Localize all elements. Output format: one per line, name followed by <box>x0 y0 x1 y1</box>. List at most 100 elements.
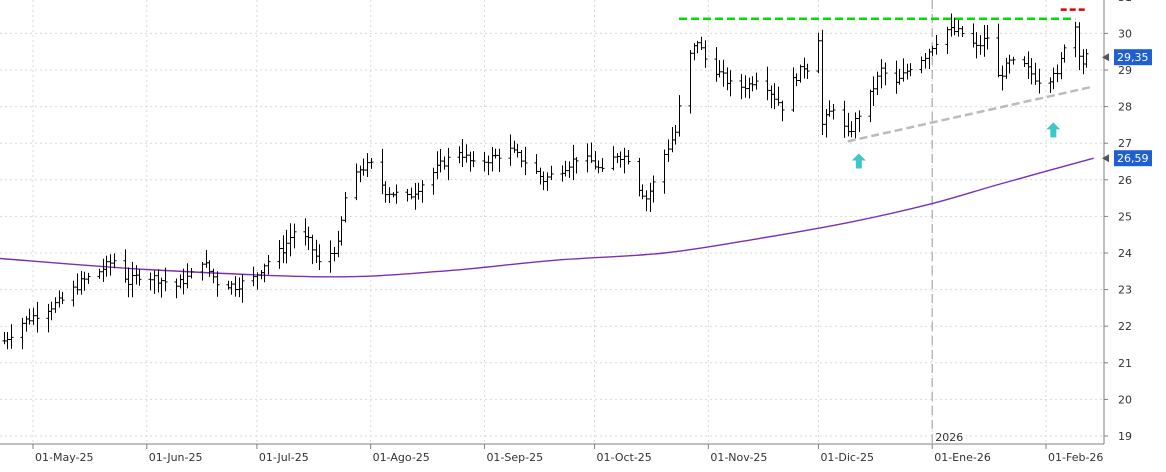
annotations <box>678 8 1094 169</box>
ohlc-bar <box>277 239 282 269</box>
ohlc-bar <box>699 36 704 51</box>
ohlc-bar <box>791 67 796 112</box>
ohlc-bar <box>897 68 902 85</box>
ohlc-bar <box>310 234 315 265</box>
ohlc-bar <box>416 182 421 200</box>
ohlc-bar <box>1026 51 1031 79</box>
ohlc-bar <box>739 74 744 100</box>
ohlc-bar <box>71 280 76 307</box>
ohlc-bar <box>982 24 987 57</box>
ohlc-bar <box>9 324 14 349</box>
ohlc-bar <box>35 301 40 333</box>
ohlc-bar <box>288 223 293 257</box>
ohlc-bar <box>571 144 576 181</box>
ohlc-bar <box>152 270 157 294</box>
ohlc-bar <box>1077 22 1082 71</box>
grid-lines <box>0 0 1104 444</box>
y-tick-label: 20 <box>1118 393 1132 406</box>
ohlc-bar <box>1059 52 1064 80</box>
y-tick-label: 30 <box>1118 27 1132 40</box>
y-tick-label: 22 <box>1118 320 1132 333</box>
ohlc-bar <box>824 108 829 138</box>
ohlc-bar <box>717 60 722 78</box>
ohlc-bar <box>380 148 385 195</box>
ohlc-bar <box>743 75 748 98</box>
ohlc-bar <box>857 110 862 133</box>
ohlc-bar <box>317 244 322 270</box>
ohlc-bar <box>1011 56 1016 65</box>
price-label-text: 26,59 <box>1117 152 1149 165</box>
ohlc-bar <box>883 62 888 86</box>
ohlc-bar <box>420 180 425 203</box>
ohlc-bar <box>156 269 161 293</box>
ohlc-bar <box>1073 21 1078 58</box>
ohlc-bar <box>471 151 476 168</box>
ohlc-bar <box>780 100 785 122</box>
x-tick-label: 01-Ene-26 <box>934 451 991 464</box>
x-tick-label: 01-May-25 <box>35 451 93 464</box>
ohlc-bar <box>442 156 447 170</box>
ohlc-bar <box>255 272 260 290</box>
ohlc-bar <box>123 249 128 283</box>
ohlc-bar <box>894 60 899 94</box>
ohlc-bar <box>871 76 876 106</box>
up-arrow-icon <box>851 153 866 169</box>
ohlc-bar <box>934 35 939 55</box>
ohlc-bar <box>1037 68 1042 94</box>
price-label-pointer <box>1102 53 1109 62</box>
ohlc-bar <box>457 146 462 164</box>
ohlc-bar <box>853 112 858 139</box>
ohlc-bar <box>405 189 410 202</box>
ohlc-bar <box>648 182 653 213</box>
ohlc-bar <box>46 303 51 333</box>
ohlc-bar <box>754 72 759 90</box>
ohlc-bar <box>952 17 957 36</box>
ohlc-bar <box>237 277 242 298</box>
y-tick-label: 21 <box>1118 357 1132 370</box>
ohlc-bar <box>339 216 344 246</box>
ohlc-bar <box>985 24 990 50</box>
ohlc-bar <box>541 171 546 191</box>
y-tick-label: 23 <box>1118 284 1132 297</box>
x-tick-label: 01-Ago-25 <box>373 451 430 464</box>
price-label-box <box>1114 150 1152 167</box>
y-tick-label: 26 <box>1118 174 1132 187</box>
ohlc-bar <box>622 147 627 174</box>
ohlc-bar <box>262 263 267 283</box>
ohlc-bar <box>328 240 333 273</box>
ohlc-bar <box>181 268 186 295</box>
ohlc-bar <box>996 23 1001 78</box>
ohlc-bar <box>200 262 205 281</box>
ohlc-bar <box>189 267 194 279</box>
year-marker-label: 2026 <box>935 431 963 444</box>
ohlc-bar <box>460 138 465 168</box>
x-tick-label: 01-Dic-25 <box>820 451 874 464</box>
ohlc-bar <box>82 271 87 291</box>
ohlc-bar <box>666 139 671 162</box>
ohlc-bar <box>956 20 961 37</box>
ohlc-bar <box>534 154 539 174</box>
x-tick-label: 01-Feb-26 <box>1048 451 1103 464</box>
axes: 19 20 21 22 23 24 25 26 27 28 29 30 31 01-May-25 01-Ju… <box>0 0 1132 464</box>
ohlc-bar <box>314 239 319 264</box>
ohlc-bar <box>60 291 65 304</box>
ohlc-bar <box>769 85 774 109</box>
ohlc-bar <box>1000 65 1005 91</box>
x-tick-label: 01-Jul-25 <box>259 451 309 464</box>
ohlc-bar <box>251 266 256 287</box>
ohlc-bar <box>721 59 726 87</box>
ohlc-bar <box>515 143 520 158</box>
ohlc-bar <box>104 255 109 277</box>
ohlc-bar <box>1084 49 1089 68</box>
ohlc-bar <box>354 163 359 201</box>
ohlc-bar <box>497 148 502 172</box>
ohlc-bar <box>1062 44 1067 63</box>
moving-average-line <box>0 157 1094 278</box>
ohlc-bar <box>174 278 179 299</box>
ohlc-bar <box>303 218 308 246</box>
ohlc-bar <box>57 290 62 308</box>
ohlc-bar <box>563 160 568 177</box>
ohlc-bar <box>240 274 245 303</box>
ohlc-bar <box>901 58 906 82</box>
ohlc-bar <box>512 140 517 153</box>
